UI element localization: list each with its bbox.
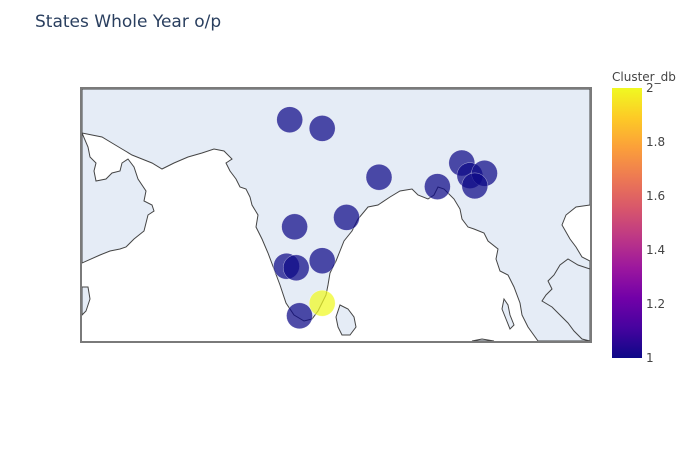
state-marker[interactable] (308, 247, 336, 274)
colorbar-tick-label: 1.2 (646, 297, 666, 311)
state-marker[interactable] (286, 302, 313, 330)
map-frame[interactable] (80, 87, 592, 343)
state-marker[interactable] (276, 106, 303, 133)
andaman-islands-land (501, 297, 515, 330)
colorbar-tick-label: 2 (646, 81, 654, 95)
colorbar-tick-label: 1.8 (646, 135, 666, 149)
marker-layer (273, 106, 498, 330)
state-marker[interactable] (365, 163, 393, 191)
state-marker[interactable] (308, 289, 336, 317)
colorbar (612, 88, 642, 358)
state-marker[interactable] (424, 173, 451, 200)
arabian-coast-land (82, 286, 91, 316)
state-marker[interactable] (308, 115, 336, 142)
colorbar-gradient (612, 88, 642, 358)
chart-title: States Whole Year o/p (35, 12, 222, 32)
south-land-strip (471, 338, 495, 341)
colorbar-tick-label: 1.4 (646, 243, 666, 257)
peninsula-southeast-asia-land (541, 258, 590, 341)
colorbar-title: Cluster_db (612, 70, 676, 84)
colorbar-tick-label: 1 (646, 351, 654, 365)
sri-lanka-land (335, 304, 357, 336)
state-marker[interactable] (282, 254, 310, 282)
map-canvas[interactable] (82, 89, 590, 341)
colorbar-tick-label: 1.6 (646, 189, 666, 203)
state-marker[interactable] (461, 172, 489, 200)
state-marker[interactable] (333, 204, 360, 231)
state-marker[interactable] (281, 213, 308, 241)
